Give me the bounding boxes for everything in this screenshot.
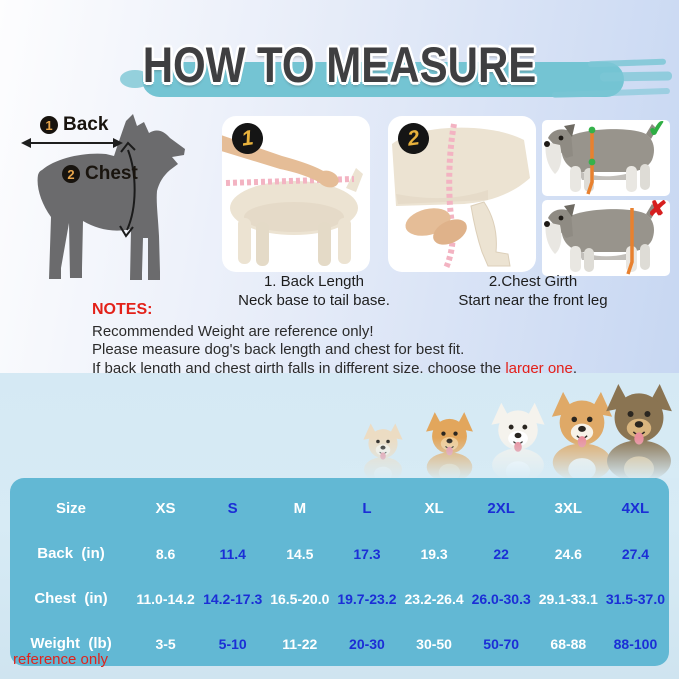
brush-streak xyxy=(120,70,150,88)
table-cell: 22 xyxy=(493,545,509,562)
note-line: Please measure dog's back length and che… xyxy=(92,341,465,358)
table-header-XS: XS xyxy=(155,500,176,517)
measuring-tape xyxy=(443,123,457,270)
hand xyxy=(317,170,339,188)
table-header-Size: Size xyxy=(55,500,86,517)
notes-block: NOTES: Recommended Weight are reference … xyxy=(92,301,577,378)
note-line: If back length and chest girth falls in … xyxy=(92,359,578,377)
table-header-2XL: 2XL xyxy=(487,500,515,517)
back-length-photo: 1 xyxy=(218,116,370,272)
chest-girth-line xyxy=(126,149,136,231)
correct-measure-photo: ✔ xyxy=(542,114,670,196)
table-cell: 29.1-33.1 xyxy=(538,590,598,607)
dog-measure-diagram: 1 Back 2 Chest xyxy=(8,110,216,288)
mist-overlay xyxy=(340,438,679,478)
table-cell: 68-88 xyxy=(550,635,587,652)
top-section: HOW TO MEASURE 1 Back 2 Chest xyxy=(0,0,679,377)
mannequin-chest-measure-image xyxy=(392,123,530,270)
table-cell: 11-22 xyxy=(282,635,318,652)
table-cell: 23.2-26.4 xyxy=(404,590,464,607)
table-header-M: M xyxy=(293,500,307,517)
check-icon: ✔ xyxy=(645,114,668,143)
page-title: HOW TO MEASURE xyxy=(142,37,537,93)
table-cell: 8.6 xyxy=(155,545,176,562)
chest-girth-caption: 2.Chest Girth Start near the front leg xyxy=(458,273,608,309)
table-cell: 17.3 xyxy=(353,545,381,562)
incorrect-measure-photo: ✘ xyxy=(542,195,670,276)
step1-badge-icon: 1 xyxy=(40,116,58,134)
table-cell: 50-70 xyxy=(483,635,520,652)
table-cell: 27.4 xyxy=(621,545,650,562)
table-cell: 19.7-23.2 xyxy=(337,590,397,607)
table-cell: 14.5 xyxy=(286,545,314,562)
schnauzer-incorrect-image xyxy=(544,204,657,275)
table-cell: 5-10 xyxy=(218,635,247,652)
table-header-S: S xyxy=(227,500,238,517)
table-cell: 19.3 xyxy=(420,545,448,562)
cross-icon: ✘ xyxy=(646,195,668,222)
chest-girth-photo: 2 xyxy=(388,116,536,272)
table-cell: 24.6 xyxy=(554,545,582,562)
size-table: Size XS S M L XL 2XL 3XL 4XL Back (in) 8.6 11.4 14.5… xyxy=(10,478,669,666)
table-cell: 31.5-37.0 xyxy=(605,590,666,607)
mannequin-back-measure-image xyxy=(218,134,363,266)
row-label: Weight (lb) xyxy=(30,635,112,652)
brush-stroke xyxy=(142,62,624,97)
table-cell: 20-30 xyxy=(349,635,385,652)
table-cell: 11.4 xyxy=(219,545,246,562)
table-cell: 26.0-30.3 xyxy=(471,590,531,607)
table-header-XL: XL xyxy=(424,500,444,517)
table-cell: 3-5 xyxy=(155,635,176,652)
notes-heading: NOTES: xyxy=(92,301,153,318)
note-line: Recommended Weight are reference only! xyxy=(92,322,374,340)
table-header-4XL: 4XL xyxy=(621,500,650,517)
larger-one-highlight: larger one xyxy=(505,359,573,377)
dog-silhouette-image xyxy=(21,114,185,280)
schnauzer-correct-image xyxy=(544,124,657,195)
measuring-tape-correct-position xyxy=(586,128,594,195)
table-cell: 14.2-17.3 xyxy=(203,590,263,607)
table-header-3XL: 3XL xyxy=(554,500,583,517)
table-cell: 88-100 xyxy=(613,635,658,652)
chest-label: 2 Chest xyxy=(62,163,138,185)
row-label: Back (in) xyxy=(37,545,105,562)
table-cell: 30-50 xyxy=(416,635,452,652)
table-footnote: reference only xyxy=(13,651,109,668)
row-label: Chest (in) xyxy=(34,590,108,607)
measuring-tape-wrong-position xyxy=(626,208,634,275)
back-length-caption: 1. Back Length Neck base to tail base. xyxy=(238,273,390,309)
table-header-L: L xyxy=(362,500,372,517)
hand xyxy=(433,219,467,245)
back-label: 1 Back xyxy=(40,114,108,136)
table-cell: 11.0-14.2 xyxy=(136,590,195,607)
step2-badge-icon: 2 xyxy=(62,165,80,183)
table-cell: 16.5-20.0 xyxy=(270,590,330,607)
